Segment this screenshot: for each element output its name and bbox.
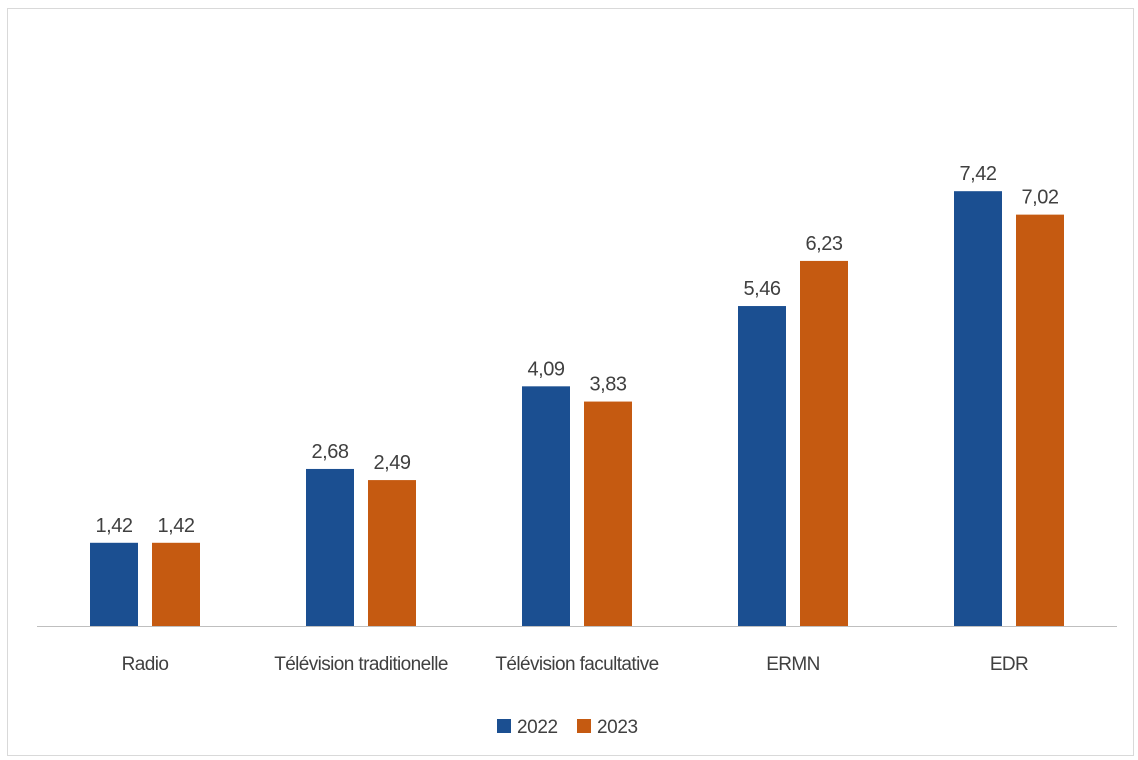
category-label: ERMN	[766, 654, 820, 675]
bar-2023-2	[584, 401, 632, 626]
bar-2023-0	[152, 542, 200, 626]
bar-2022-4	[954, 191, 1002, 627]
category-label: Télévision facultative	[495, 654, 658, 675]
data-label-2023-1: 2,49	[374, 452, 411, 474]
category-label: Télévision traditionelle	[274, 654, 448, 675]
bar-2023-3	[800, 260, 848, 626]
bar-2023-4	[1016, 214, 1064, 627]
data-label-2023-2: 3,83	[590, 374, 627, 396]
legend-label-2022: 2022	[517, 717, 558, 738]
data-label-2022-1: 2,68	[312, 441, 349, 463]
data-label-2023-3: 6,23	[806, 233, 843, 255]
category-label: EDR	[990, 654, 1028, 675]
bar-2022-3	[738, 306, 786, 626]
data-label-2023-4: 7,02	[1022, 187, 1059, 209]
data-label-2022-4: 7,42	[960, 163, 997, 185]
data-label-2022-3: 5,46	[744, 278, 781, 300]
bar-2023-1	[368, 480, 416, 626]
legend-label-2023: 2023	[597, 717, 638, 738]
bar-2022-2	[522, 386, 570, 626]
bar-2022-0	[90, 542, 138, 626]
bar-2022-1	[306, 468, 354, 626]
data-label-2022-0: 1,42	[96, 515, 133, 537]
legend-swatch-2023	[577, 719, 591, 733]
data-label-2023-0: 1,42	[158, 515, 195, 537]
data-label-2022-2: 4,09	[528, 358, 565, 380]
category-label: Radio	[122, 654, 169, 675]
chart-frame	[7, 8, 1134, 756]
legend-swatch-2022	[497, 719, 511, 733]
